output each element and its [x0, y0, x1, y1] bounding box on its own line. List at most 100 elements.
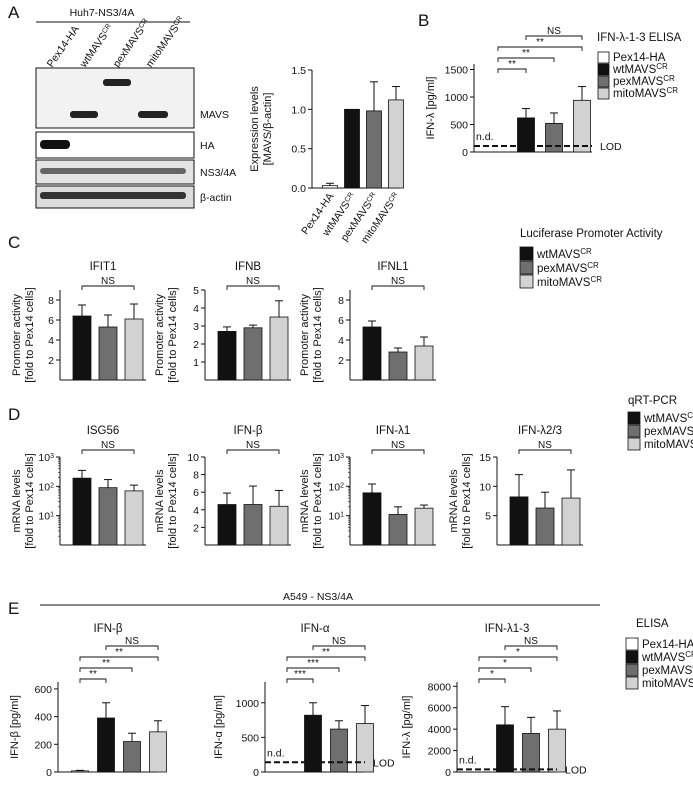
- y-tick-label: 15: [479, 452, 491, 464]
- significance-label: **: [508, 59, 516, 70]
- significance-label: **: [89, 669, 97, 680]
- significance-label: NS: [246, 276, 260, 287]
- y-tick-label: 0.5: [291, 144, 306, 156]
- significance-label: NS: [391, 276, 405, 287]
- chart-c-ifit1: 2 4 6 8 Promoter activity [fold to Pex14 cell…: [11, 261, 146, 383]
- y-axis-label: Promoter activity: [154, 294, 166, 376]
- blot-label-ha: HA: [200, 140, 215, 152]
- y-axis-label: IFN-α [pg/ml]: [213, 695, 225, 759]
- bar-wtmavs: [304, 714, 322, 773]
- y-tick-label: 1: [193, 357, 199, 369]
- y-tick-label: 102: [328, 481, 344, 493]
- y-tick-label: 600: [34, 684, 52, 696]
- significance-label: NS: [246, 440, 260, 451]
- bar-mitomavs: [573, 99, 591, 153]
- chart-title: IFN-β: [94, 623, 123, 635]
- y-tick-label: 10: [187, 452, 199, 464]
- chart-d-ifnb: 2 4 6 8 10 mRNA levels [fold to Pex14 cells] IF…: [154, 425, 291, 549]
- y-tick-label: 4000: [428, 724, 452, 736]
- chart-title: IFN-β: [234, 425, 263, 437]
- significance-label: ***: [307, 658, 319, 669]
- significance-label: NS: [547, 26, 561, 37]
- legend-label: Pex14-HA: [613, 52, 666, 64]
- bar-wtmavs: [72, 315, 92, 381]
- bar-pexmavs: [366, 110, 382, 189]
- bar-wtmavs: [217, 504, 237, 546]
- bar-pexmavs: [330, 728, 348, 773]
- y-tick-label: 500: [450, 120, 468, 132]
- y-axis-label: IFN-λ [pg/ml]: [401, 696, 413, 759]
- y-tick-label: 2000: [428, 746, 452, 758]
- y-tick-label: 0: [46, 767, 52, 779]
- y-tick-label: 2: [48, 355, 54, 367]
- bar-mitomavs: [269, 505, 289, 546]
- legend-label: wtMAVSCR: [641, 650, 693, 665]
- legend-swatch: [519, 246, 534, 261]
- y-tick-label: 500: [241, 732, 259, 744]
- significance-label: *: [516, 647, 520, 658]
- bar-wtmavs: [362, 326, 382, 381]
- band-mavs-pex: [103, 79, 131, 86]
- y-axis-label: Promoter activity: [11, 294, 23, 376]
- legend-label: wtMAVSCR: [612, 62, 668, 77]
- y-tick-label: 1000: [236, 698, 260, 710]
- legend-label: pexMAVSCR: [537, 261, 599, 276]
- y-tick-label: 4: [193, 505, 199, 517]
- y-axis-label: [fold to Pex14 cells]: [312, 453, 324, 548]
- chart-d-isg56: 101 102 103 mRNA levels [fold to Pex14 cells…: [11, 425, 146, 549]
- y-tick-label: 10: [479, 481, 491, 493]
- bar-mitomavs: [269, 316, 289, 381]
- bar-mitomavs: [124, 318, 144, 381]
- significance-bracket: [286, 656, 366, 661]
- legend-swatch: [627, 437, 641, 451]
- legend-swatch: [597, 75, 610, 88]
- panel-letter-a: A: [8, 3, 20, 22]
- y-tick-label: 8000: [428, 681, 452, 693]
- nd-label: n.d.: [459, 754, 477, 766]
- y-tick-label: 4: [338, 335, 344, 347]
- significance-bracket: [478, 667, 532, 672]
- chart-title: IFN-λ1: [376, 425, 411, 437]
- y-tick-label: 8: [338, 295, 344, 307]
- lane-label-pex14: Pex14-HA: [45, 24, 82, 70]
- significance-bracket: [525, 35, 583, 40]
- y-axis-label: IFN-λ [pg/ml]: [425, 77, 437, 140]
- legend-swatch: [627, 411, 641, 425]
- y-tick-label: 2: [193, 522, 199, 534]
- y-tick-label: 400: [34, 712, 52, 724]
- legend-label: mitoMAVSCR: [537, 275, 602, 290]
- legend-title-b: IFN-λ-1-3 ELISA: [597, 32, 682, 44]
- y-tick-label: 2: [193, 339, 199, 351]
- significance-label: NS: [101, 440, 115, 451]
- legend-swatch: [625, 663, 639, 677]
- blot-label-mavs: MAVS: [200, 109, 229, 121]
- bar-mitomavs: [414, 345, 434, 381]
- chart-title: ISG56: [87, 425, 120, 437]
- legend-label: pexMAVSCR: [644, 424, 693, 439]
- bar-mitomavs: [414, 507, 434, 546]
- y-tick-label: 103: [328, 452, 344, 464]
- y-tick-label: 0: [445, 767, 451, 779]
- chart-a-quant: 0.0 0.5 1.0 1.5 Expression levels [MAVS/β-act…: [249, 65, 404, 246]
- bar-pexmavs: [535, 507, 555, 546]
- bar-wtmavs: [97, 717, 115, 773]
- legend-title-c: Luciferase Promoter Activity: [520, 228, 663, 240]
- significance-label: NS: [538, 440, 552, 451]
- nd-label: n.d.: [476, 131, 494, 143]
- y-tick-label: 103: [38, 452, 54, 464]
- y-axis-label: IFN-β [pg/ml]: [9, 695, 21, 759]
- lod-label: LOD: [600, 141, 622, 153]
- significance-bracket: [497, 57, 555, 62]
- chart-d-ifnl1: 101 102 103 mRNA levels [fold to Pex14 cells…: [299, 425, 436, 549]
- bar-mitomavs: [356, 723, 374, 773]
- y-axis-label: [MAVS/β-actin]: [262, 93, 274, 166]
- legend-label: wtMAVSCR: [536, 247, 592, 262]
- significance-label: NS: [332, 636, 346, 647]
- y-tick-label: 0: [253, 767, 259, 779]
- significance-bracket: [286, 678, 314, 683]
- bar-pex14-ha: [71, 770, 89, 773]
- y-axis-label: mRNA levels: [448, 469, 460, 532]
